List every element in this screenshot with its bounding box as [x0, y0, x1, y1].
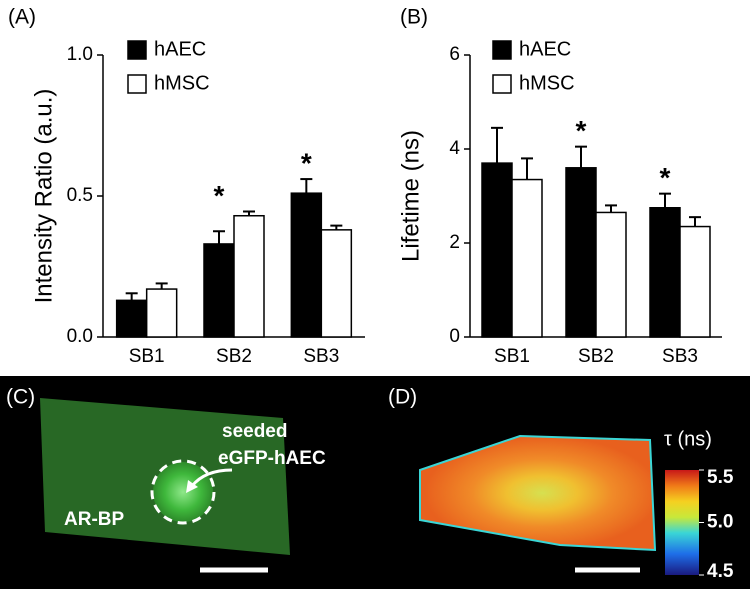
significance-marker: * — [301, 147, 312, 178]
bar — [145, 288, 178, 338]
y-axis-label: Lifetime (ns) — [397, 130, 424, 262]
significance-marker: * — [214, 180, 225, 211]
colorbar-tick-label: 5.0 — [707, 512, 733, 533]
y-tick-label: 0 — [449, 326, 460, 347]
y-tick-label: 4 — [449, 138, 460, 159]
panel-label: (B) — [400, 6, 428, 29]
legend-swatch — [127, 40, 147, 60]
bar — [115, 299, 148, 338]
panel-label: (C) — [6, 386, 35, 409]
annotation: seeded — [222, 421, 287, 442]
arrow-head — [186, 480, 198, 493]
bar — [595, 211, 627, 338]
significance-marker: * — [576, 115, 587, 146]
y-tick-label: 0.0 — [67, 326, 93, 347]
arrow — [190, 468, 233, 487]
legend-swatch — [492, 74, 512, 94]
legend-label: hAEC — [154, 38, 206, 60]
panel-label: (A) — [8, 6, 36, 29]
legend-label: hMSC — [154, 72, 210, 94]
annotation: eGFP-hAEC — [218, 448, 326, 469]
bar — [203, 243, 235, 338]
bar — [649, 207, 681, 338]
panel-label: (D) — [388, 386, 417, 409]
y-tick-label: 2 — [449, 232, 460, 253]
y-tick-label: 6 — [449, 44, 460, 65]
significance-marker: * — [660, 162, 671, 193]
bar — [290, 192, 323, 338]
cell-region — [153, 462, 213, 522]
legend-swatch — [127, 74, 147, 94]
x-tick-label: SB1 — [129, 346, 165, 367]
y-tick-label: 1.0 — [67, 44, 93, 65]
x-tick-label: SB3 — [303, 346, 339, 367]
seed-circle — [150, 459, 216, 525]
y-axis-label: Intensity Ratio (a.u.) — [30, 89, 57, 304]
lifetime-map — [419, 434, 657, 552]
bar — [233, 214, 265, 338]
bar — [481, 162, 513, 338]
y-tick-label: 0.5 — [67, 185, 93, 206]
legend-label: hMSC — [519, 72, 575, 94]
bar — [511, 178, 543, 338]
bar — [565, 167, 597, 338]
x-tick-label: SB2 — [216, 346, 252, 367]
bar — [679, 225, 711, 338]
colorbar-tick-label: 5.5 — [707, 467, 734, 488]
colorbar-title: τ (ns) — [664, 428, 712, 450]
bar — [320, 229, 353, 338]
legend-label: hAEC — [519, 38, 571, 60]
x-tick-label: SB1 — [494, 346, 530, 367]
colorbar-tick-label: 4.5 — [707, 561, 734, 582]
x-tick-label: SB2 — [578, 346, 614, 367]
legend-swatch — [492, 40, 512, 60]
annotation: AR-BP — [64, 509, 124, 530]
colorbar — [665, 470, 699, 575]
x-tick-label: SB3 — [662, 346, 698, 367]
